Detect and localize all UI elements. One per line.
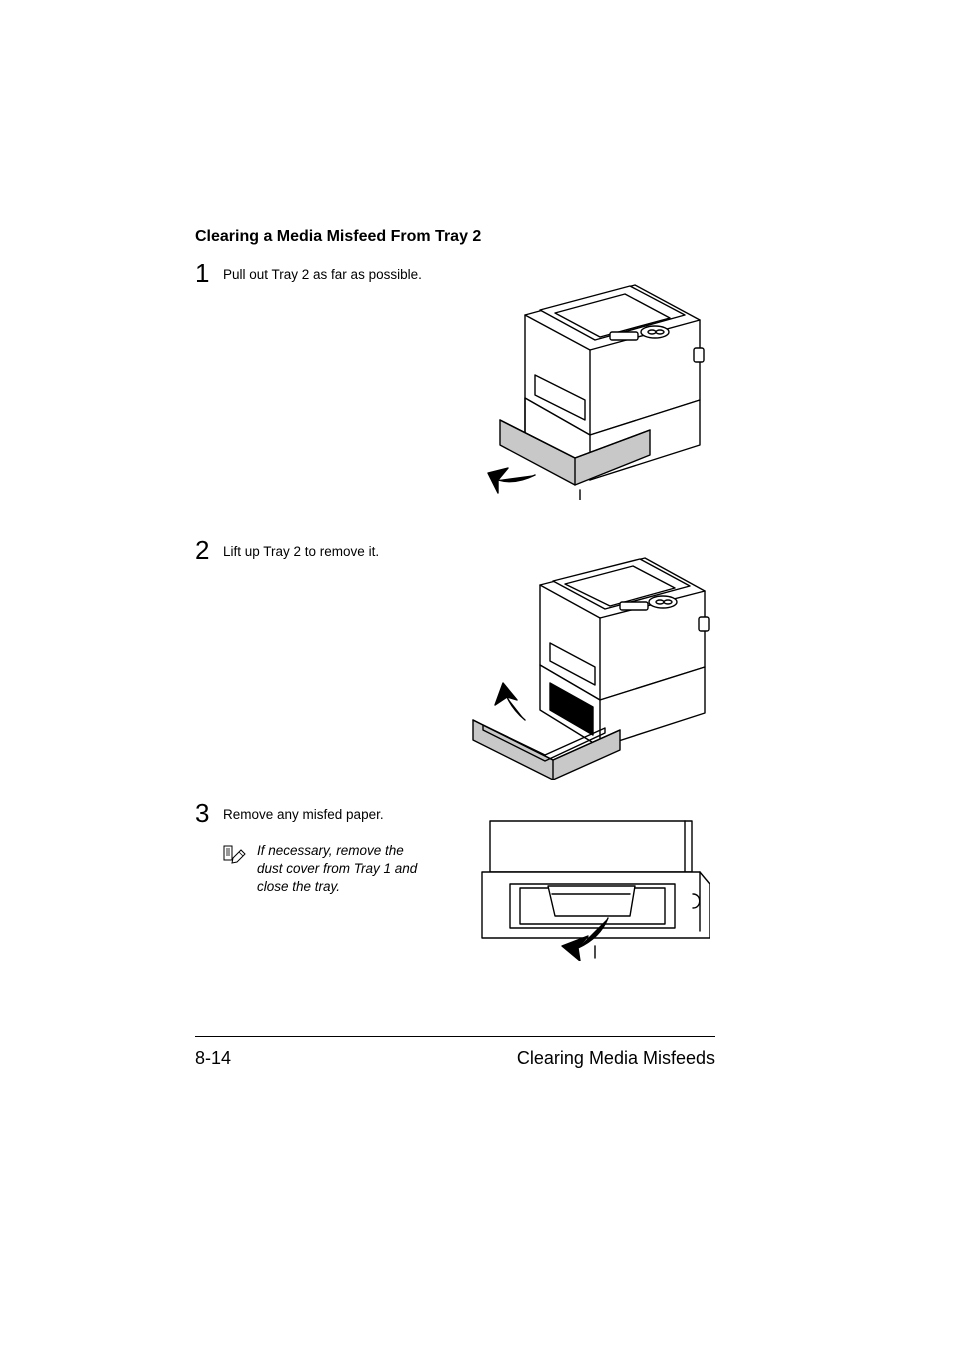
step-3-note-text: If necessary, remove the dust cover from…: [257, 842, 427, 897]
section-title: Clearing a Media Misfeed From Tray 2: [195, 228, 715, 246]
step-1-number: 1: [195, 260, 215, 286]
footer-rule: [195, 1036, 715, 1037]
step-1: 1 Pull out Tray 2 as far as possible.: [195, 260, 475, 286]
note-icon: [223, 844, 247, 864]
figure-1-printer-pull-tray: [480, 280, 710, 500]
step-2-number: 2: [195, 537, 215, 563]
step-3-note: If necessary, remove the dust cover from…: [223, 842, 475, 897]
step-3: 3 Remove any misfed paper.: [195, 800, 475, 826]
figure-2-printer-lift-tray: [465, 555, 715, 780]
figure-3-remove-paper: [480, 816, 710, 961]
step-3-number: 3: [195, 800, 215, 826]
step-2-text: Lift up Tray 2 to remove it.: [223, 537, 379, 561]
page-number: 8-14: [195, 1048, 231, 1069]
step-1-text: Pull out Tray 2 as far as possible.: [223, 260, 422, 284]
step-2: 2 Lift up Tray 2 to remove it.: [195, 537, 475, 563]
footer-title: Clearing Media Misfeeds: [517, 1048, 715, 1069]
step-3-text: Remove any misfed paper.: [223, 800, 384, 824]
